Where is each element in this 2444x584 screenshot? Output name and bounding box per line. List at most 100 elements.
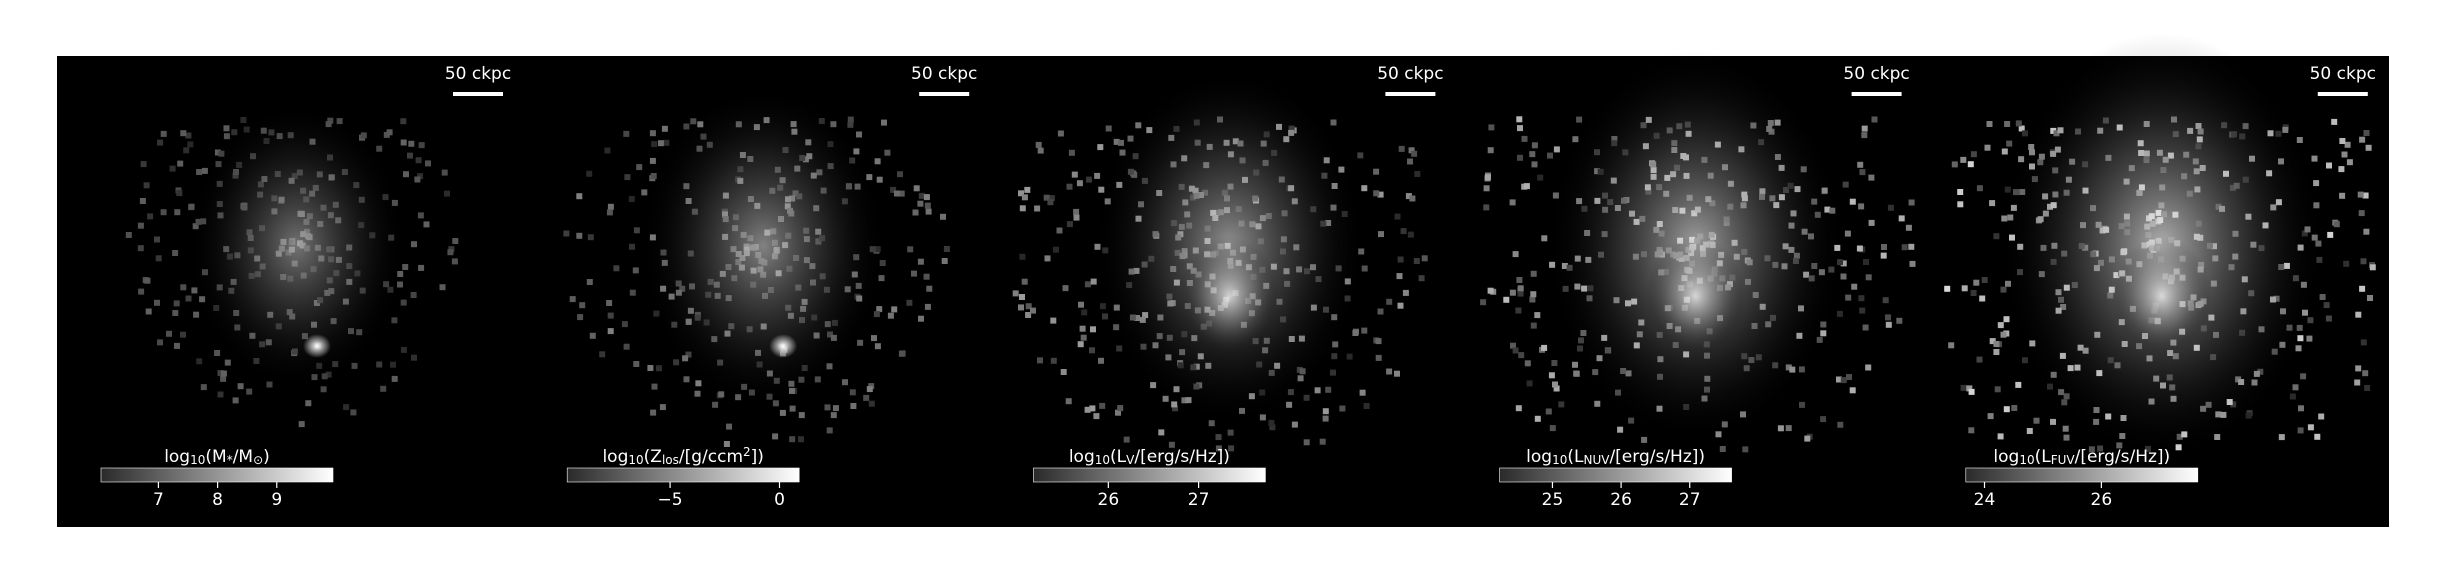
pixel [847,116,854,123]
pixel [1322,408,1329,415]
pixel [217,370,224,377]
pixel [1228,445,1235,452]
pixel [2292,384,2299,391]
pixel [924,202,931,209]
pixel [417,212,424,219]
pixel [694,390,701,397]
pixel [1483,185,1490,192]
pixel [1330,369,1336,376]
pixel [874,343,881,350]
pixel [1865,364,1872,371]
pixel [1530,291,1537,298]
pixel [1573,370,1580,377]
pixel [2338,166,2345,173]
bright-core [1179,236,1280,356]
pixel [2015,381,2022,388]
pixel [2000,331,2007,338]
pixel [1373,168,1380,175]
colorbar-label: log10(Zlos/[g/ccm2]) [602,445,763,467]
pixel [1361,327,1368,334]
pixel [1019,205,1026,212]
pixel [2015,120,2022,127]
pixel [1989,338,1996,345]
pixel [579,302,586,309]
pixel [629,289,636,296]
pixel [1908,243,1915,250]
label-part: FUV [2051,453,2076,467]
pixel [856,131,862,138]
pixel [411,354,417,361]
pixel [1084,281,1091,288]
pixel [1377,308,1384,315]
pixel [1483,204,1490,211]
pixel [891,306,898,313]
pixel [1529,296,1536,303]
pixel [871,335,877,342]
pixel [1081,309,1088,316]
pixel [1269,424,1276,431]
pixel [1989,200,1996,207]
pixel [2355,365,2362,372]
pixel [137,222,144,229]
pixel [847,121,854,128]
pixel [1896,317,1903,324]
pixel [1979,295,1986,302]
pixel [650,409,657,416]
pixel [1534,312,1541,319]
pixel [145,308,152,315]
pixel [940,213,946,220]
pixel [2343,260,2350,267]
bright-core [2111,236,2212,356]
pixel [1512,251,1519,258]
pixel [1359,389,1366,396]
pixel [183,147,190,154]
pixel [876,176,883,183]
pixel [137,245,144,252]
pixel [2369,264,2376,271]
pixel [380,385,387,392]
pixel [917,200,924,207]
colorbar-label: log10(LFUV/[erg/s/Hz]) [1993,447,2170,467]
pixel [185,132,192,139]
pixel [1268,419,1275,426]
pixel [1303,394,1310,401]
pixel [1993,233,2000,240]
pixel [1044,255,1051,262]
pixel [912,209,919,216]
pixel [1521,135,1528,142]
pixel [154,236,160,243]
pixel [448,246,455,253]
pixel [943,246,950,252]
pixel [2344,141,2351,148]
pixel [2063,434,2070,441]
scale-label: 50 ckpc [445,64,511,84]
pixel [138,288,145,295]
pixel [636,164,643,171]
pixel [1549,425,1556,432]
pixel [1509,289,1516,296]
pixel [1402,289,1409,296]
pixel [172,250,179,256]
pixel [1844,230,1851,237]
colorbar-tick-label: −5 [658,490,683,510]
pixel [2319,294,2326,300]
pixel [2006,140,2013,147]
pixel [1076,180,1083,187]
pixel [647,365,654,371]
label-part: ⊙ [253,453,263,467]
pixel [185,295,192,302]
panel: 50 ckpc log10(M*/M⊙) 7 8 9 [57,56,525,527]
pixel [1537,174,1544,181]
pixel [941,258,948,264]
pixel [1018,190,1024,197]
pixel [607,312,614,319]
pixel [1123,436,1130,443]
pixel [451,258,458,265]
pixel [907,246,914,253]
pixel [633,361,640,367]
pixel [1970,290,1977,296]
pixel [1785,425,1792,432]
pixel [139,198,146,204]
pixel [1057,130,1064,137]
pixel [897,171,903,178]
